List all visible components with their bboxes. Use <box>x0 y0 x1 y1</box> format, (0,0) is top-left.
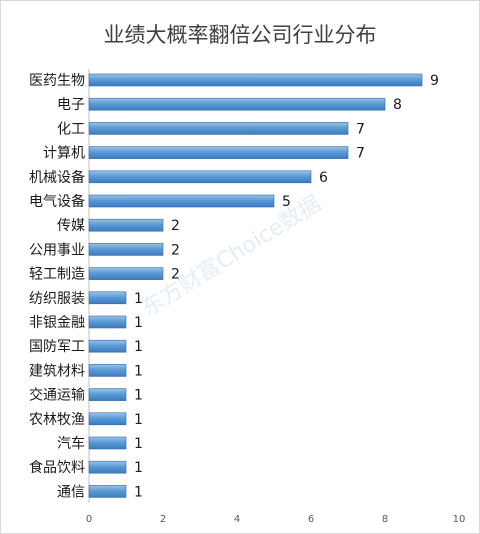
category-label: 电子 <box>57 97 85 113</box>
bar <box>88 364 127 377</box>
category-label: 机械设备 <box>29 169 85 186</box>
bar <box>88 97 386 111</box>
category-label: 食品饮料 <box>29 459 85 476</box>
data-label: 5 <box>282 194 291 210</box>
category-label: 非银金融 <box>29 315 85 331</box>
data-label: 1 <box>134 484 143 500</box>
bar <box>88 412 127 426</box>
data-label: 1 <box>134 339 143 355</box>
bar <box>88 460 127 474</box>
watermark: 东方财富Choice数据 <box>137 191 325 322</box>
bar <box>88 243 164 256</box>
data-label: 9 <box>430 73 439 89</box>
category-label: 化工 <box>57 121 85 137</box>
x-tick-label: 0 <box>86 514 92 525</box>
category-label: 通信 <box>57 484 85 500</box>
x-tick-label: 6 <box>308 514 314 525</box>
data-label: 7 <box>356 121 365 137</box>
bar <box>88 315 127 329</box>
x-tick-label: 8 <box>382 514 388 525</box>
category-label: 公用事业 <box>29 242 85 258</box>
bar <box>88 73 423 87</box>
data-label: 2 <box>171 267 180 283</box>
x-tick-label: 4 <box>234 514 240 525</box>
bar <box>88 170 312 184</box>
category-label: 国防军工 <box>29 339 85 355</box>
data-label: 1 <box>134 315 143 331</box>
category-label: 医药生物 <box>29 73 85 89</box>
bar <box>88 388 127 401</box>
category-label: 传媒 <box>57 218 85 234</box>
bar <box>88 146 349 159</box>
chart-title: 业绩大概率翻倍公司行业分布 <box>104 23 377 47</box>
bar <box>88 267 164 280</box>
x-tick-label: 10 <box>453 514 466 525</box>
data-label: 1 <box>134 363 143 379</box>
bar <box>88 122 349 135</box>
data-label: 1 <box>134 291 143 307</box>
data-label: 1 <box>134 460 143 476</box>
data-label: 1 <box>134 388 143 404</box>
category-label: 电气设备 <box>29 193 85 210</box>
bar <box>88 436 127 450</box>
category-label: 汽车 <box>57 435 85 452</box>
bar <box>88 291 127 305</box>
data-label: 6 <box>319 170 328 186</box>
category-label: 纺织服装 <box>29 291 85 307</box>
category-label: 农林牧渔 <box>29 412 85 428</box>
data-label: 2 <box>171 218 180 234</box>
bar <box>88 339 127 353</box>
bar <box>88 218 164 232</box>
category-label: 交通运输 <box>29 387 85 404</box>
data-label: 1 <box>134 412 143 428</box>
bar <box>88 194 275 208</box>
bar <box>88 485 127 498</box>
category-label: 轻工制造 <box>29 267 85 283</box>
data-label: 2 <box>171 242 180 258</box>
data-label: 1 <box>134 436 143 452</box>
data-label: 8 <box>393 97 402 113</box>
x-tick-label: 2 <box>160 514 166 525</box>
category-label: 建筑材料 <box>29 363 85 379</box>
category-label: 计算机 <box>43 146 85 162</box>
data-label: 7 <box>356 146 365 162</box>
